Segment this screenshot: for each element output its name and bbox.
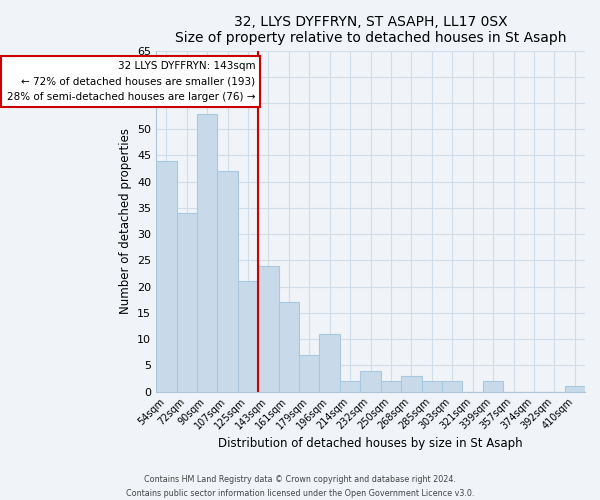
Bar: [278, 302, 299, 392]
Bar: [483, 381, 503, 392]
Bar: [361, 370, 381, 392]
Bar: [319, 334, 340, 392]
Bar: [176, 213, 197, 392]
Bar: [156, 160, 176, 392]
X-axis label: Distribution of detached houses by size in St Asaph: Distribution of detached houses by size …: [218, 437, 523, 450]
Bar: [197, 114, 217, 392]
Bar: [422, 381, 442, 392]
Bar: [217, 171, 238, 392]
Bar: [442, 381, 463, 392]
Bar: [401, 376, 422, 392]
Bar: [565, 386, 585, 392]
Bar: [299, 355, 319, 392]
Bar: [238, 282, 258, 392]
Bar: [258, 266, 278, 392]
Text: 32 LLYS DYFFRYN: 143sqm
← 72% of detached houses are smaller (193)
28% of semi-d: 32 LLYS DYFFRYN: 143sqm ← 72% of detache…: [7, 61, 255, 102]
Bar: [340, 381, 361, 392]
Y-axis label: Number of detached properties: Number of detached properties: [119, 128, 131, 314]
Text: Contains HM Land Registry data © Crown copyright and database right 2024.
Contai: Contains HM Land Registry data © Crown c…: [126, 476, 474, 498]
Bar: [381, 381, 401, 392]
Title: 32, LLYS DYFFRYN, ST ASAPH, LL17 0SX
Size of property relative to detached house: 32, LLYS DYFFRYN, ST ASAPH, LL17 0SX Siz…: [175, 15, 566, 45]
